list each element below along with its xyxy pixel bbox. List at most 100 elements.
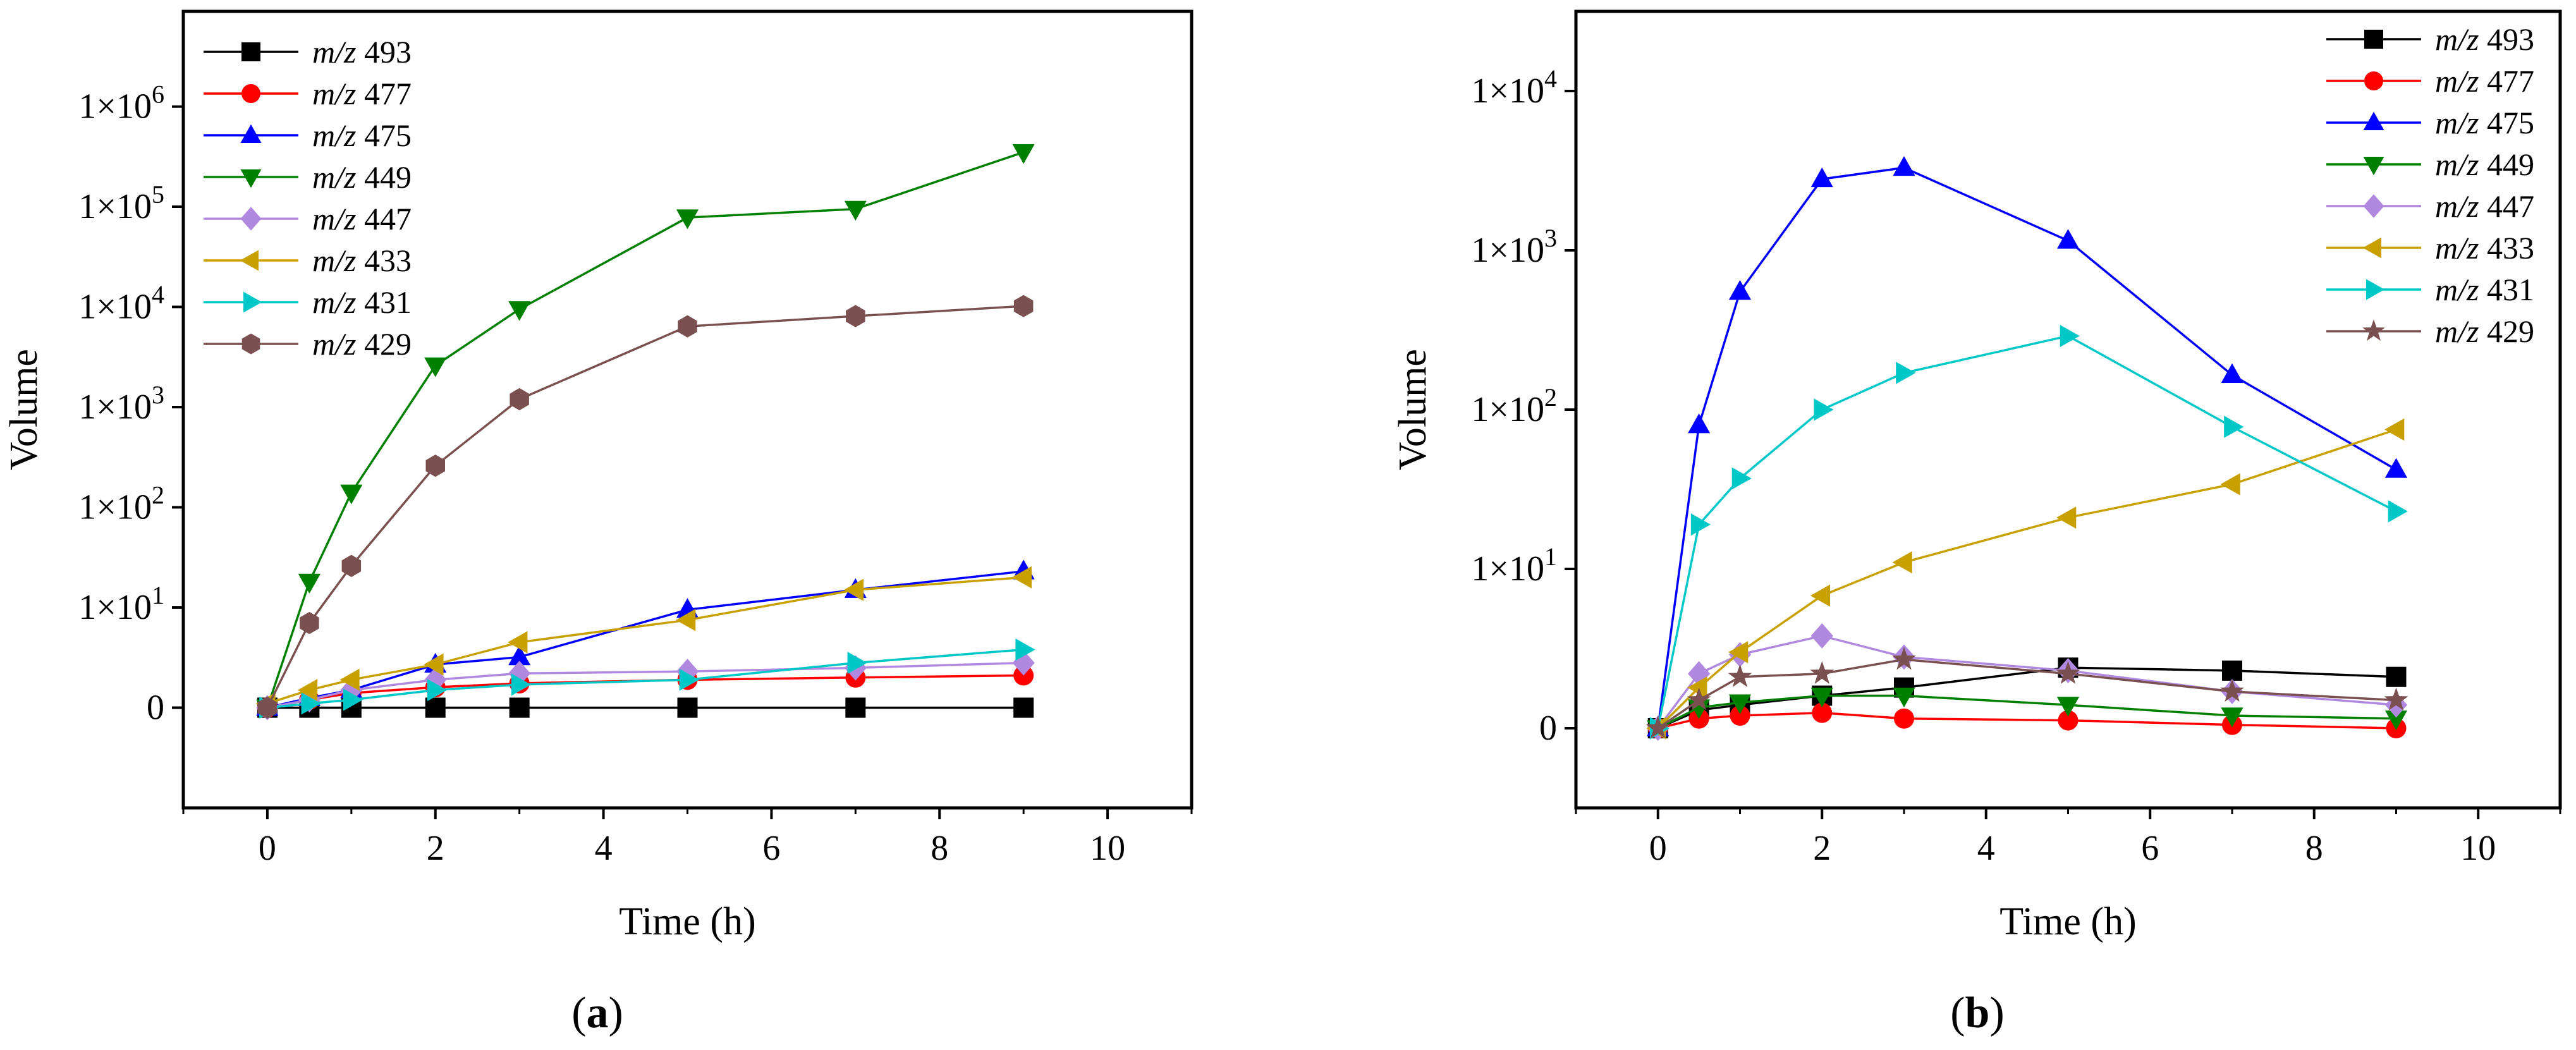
legend-marker	[241, 333, 260, 355]
legend-label: m/z 475	[2435, 105, 2534, 140]
data-point	[2384, 418, 2405, 441]
series-475	[1647, 156, 2408, 736]
data-point	[2384, 458, 2408, 478]
data-point	[2224, 415, 2244, 438]
data-point	[508, 645, 531, 666]
y-tick-label: 1×101	[1471, 542, 1557, 589]
legend-label: m/z 493	[312, 34, 412, 70]
legend: m/z 493 m/z 477 m/z 475 m/z 449 m/z 447 m/z 4…	[204, 34, 412, 362]
data-point	[1013, 697, 1034, 718]
panel-label-a-letter: a	[587, 989, 609, 1037]
data-point	[1688, 413, 1711, 434]
legend-marker	[240, 169, 262, 188]
data-point	[1810, 623, 1833, 649]
data-point	[1728, 641, 1749, 664]
data-point	[2221, 707, 2243, 728]
panel-label-b: (b)	[1950, 989, 2005, 1037]
series-447	[256, 650, 1035, 721]
chart-panel-a: 0 2 4 6 8 10 0 1×101 1×102 1×103 1×104 1×105 1×106 Ti…	[3, 9, 1193, 943]
panel-label-a: (a)	[571, 989, 623, 1037]
data-point	[1011, 566, 1032, 589]
data-point	[1891, 647, 1917, 670]
series-line	[1657, 694, 2396, 730]
series-431	[259, 638, 1035, 719]
legend-label: m/z 447	[312, 201, 412, 236]
legend-entry: m/z 493	[204, 34, 412, 70]
data-point	[1893, 687, 1915, 707]
legend-label: m/z 477	[312, 76, 412, 111]
series-line	[1657, 658, 2396, 730]
legend-label: m/z 433	[2435, 230, 2534, 266]
data-point	[1810, 661, 1834, 684]
series-433	[255, 566, 1032, 715]
data-point	[676, 209, 699, 229]
data-point	[2220, 473, 2240, 496]
y-tick-label: 1×102	[78, 481, 164, 527]
legend-label: m/z 493	[2435, 21, 2534, 57]
legend-entry: m/z 431	[2326, 272, 2534, 307]
data-point	[1810, 687, 1833, 707]
series-line	[1657, 711, 2396, 730]
x-tick-label: 4	[595, 829, 613, 868]
x-tick-label: 0	[259, 829, 276, 868]
legend-marker	[2363, 194, 2384, 218]
x-axis-title: Time (h)	[1999, 900, 2136, 943]
data-point	[2056, 661, 2080, 684]
legend-marker	[240, 124, 262, 143]
data-point	[1731, 467, 1752, 490]
legend-label: m/z 447	[2435, 188, 2534, 224]
y-tick-label: 1×102	[1471, 383, 1557, 429]
series-429	[257, 295, 1034, 719]
x-tick-label: 6	[762, 829, 780, 868]
plot-frame	[1574, 9, 2562, 810]
y-tick-label: 0	[1539, 709, 1557, 748]
series-line	[267, 648, 1024, 709]
data-point	[2384, 710, 2408, 731]
data-point	[679, 668, 699, 691]
series-line	[1657, 334, 2397, 729]
data-point	[1690, 513, 1711, 536]
chart-panel-b: 0 2 4 6 8 10 0 1×101 1×102 1×103 1×104 Time (h) Volu…	[1391, 9, 2562, 943]
data-point	[508, 301, 531, 321]
series-line	[1657, 166, 2397, 729]
data-point	[2060, 324, 2080, 348]
data-point	[843, 578, 864, 601]
y-axis-title: Volume	[3, 349, 46, 470]
data-point	[508, 631, 528, 654]
data-point	[1012, 144, 1035, 164]
data-point	[509, 697, 530, 718]
series-447	[1647, 623, 2408, 741]
series-433	[1646, 418, 2405, 740]
x-tick-label: 2	[427, 829, 444, 868]
y-tick-label: 0	[147, 688, 164, 728]
data-point	[424, 357, 447, 377]
data-point	[1892, 551, 1912, 574]
data-point	[1896, 362, 1916, 384]
legend: m/z 493 m/z 477 m/z 475 m/z 449 m/z 447 m/z 4…	[2326, 21, 2534, 349]
data-point	[1013, 295, 1034, 317]
legend-label: m/z 429	[2435, 314, 2534, 349]
y-axis-title: Volume	[1391, 349, 1434, 470]
legend-marker	[243, 291, 262, 313]
legend-marker	[2362, 237, 2381, 259]
legend-marker	[2362, 319, 2385, 341]
legend-entry: m/z 447	[2326, 188, 2534, 224]
legend-label: m/z 431	[312, 284, 412, 320]
data-point	[1812, 702, 1833, 723]
data-point	[678, 315, 697, 338]
data-point	[343, 688, 363, 711]
legend-marker	[2366, 279, 2385, 300]
legend-entry: m/z 477	[204, 76, 412, 111]
data-point	[297, 679, 318, 702]
legend-label: m/z 433	[312, 243, 412, 278]
x-tick-label: 2	[1813, 829, 1831, 868]
data-point	[510, 388, 529, 411]
y-tick-label: 1×103	[1471, 224, 1557, 270]
data-point	[676, 609, 696, 632]
data-point	[2058, 710, 2079, 731]
legend-label: m/z 431	[2435, 272, 2534, 307]
legend-marker	[2363, 111, 2384, 130]
series-429	[1645, 647, 2408, 739]
series-line	[267, 661, 1024, 709]
data-point	[2386, 666, 2407, 687]
